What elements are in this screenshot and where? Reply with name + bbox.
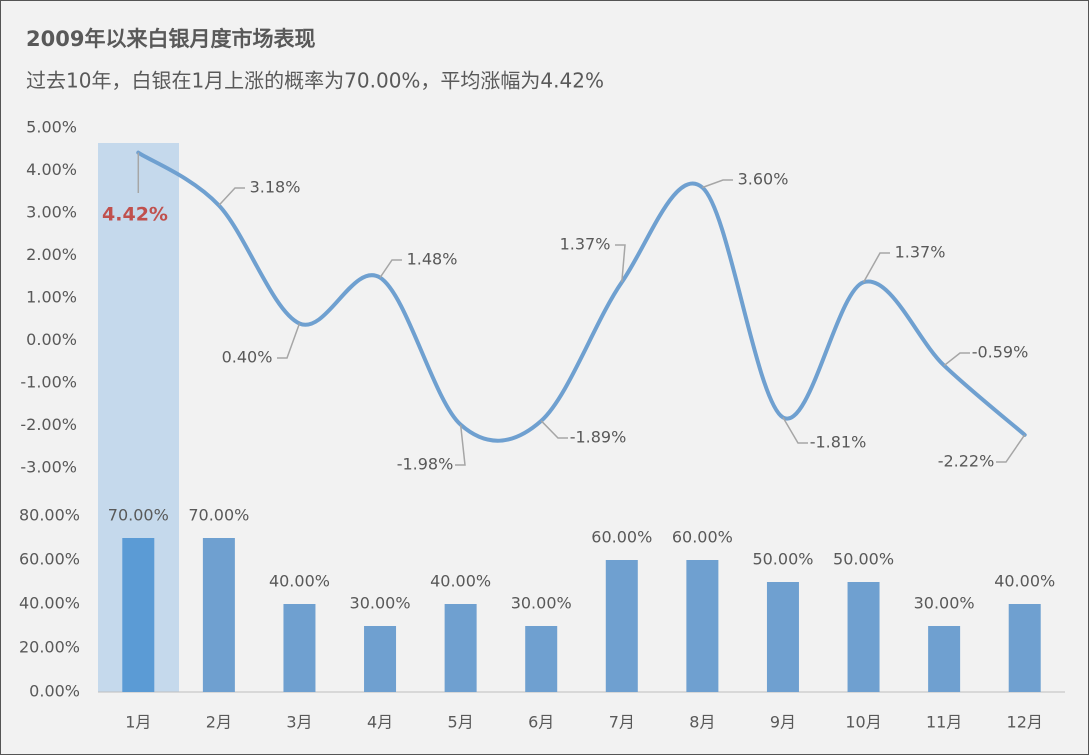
data-label: 3.60% [738, 170, 789, 189]
leader-line [218, 187, 245, 206]
bar [283, 604, 316, 692]
data-label: 3.18% [250, 178, 301, 197]
leader-line [540, 420, 568, 439]
leader-line [379, 259, 402, 279]
leader-line [862, 252, 890, 283]
bar [444, 604, 477, 692]
data-label: -1.81% [810, 433, 867, 452]
y-tick-label: 3.00% [26, 203, 77, 222]
data-label: 30.00% [914, 594, 975, 613]
y-tick-label: -1.00% [20, 373, 77, 392]
y-tick-label: 1.00% [26, 288, 77, 307]
y-tick-label: -3.00% [20, 458, 77, 477]
data-label: 30.00% [350, 594, 411, 613]
x-tick-label: 7月 [609, 713, 635, 732]
data-label: 70.00% [108, 506, 169, 525]
y-tick-label: -2.00% [20, 415, 77, 434]
y-tick-label: 0.00% [29, 682, 80, 701]
data-label: 0.40% [222, 348, 273, 367]
data-label: 50.00% [752, 550, 813, 569]
y-tick-label: 0.00% [26, 330, 77, 349]
leader-line [996, 434, 1026, 463]
data-label: -1.89% [570, 428, 627, 447]
data-label: 4.42% [102, 204, 168, 226]
data-label: 70.00% [188, 506, 249, 525]
bar [122, 538, 155, 692]
x-tick-label: 1月 [125, 713, 151, 732]
leader-line [615, 244, 626, 283]
x-tick-label: 8月 [689, 713, 715, 732]
leader-line [943, 352, 970, 367]
data-label: 30.00% [511, 594, 572, 613]
bar [686, 560, 719, 692]
y-tick-label: 4.00% [26, 160, 77, 179]
leader-line [455, 424, 466, 466]
y-tick-label: 20.00% [19, 638, 80, 657]
bar [766, 582, 799, 692]
data-label: -2.22% [938, 452, 995, 471]
data-label: -0.59% [972, 343, 1029, 362]
y-tick-label: 5.00% [26, 118, 77, 137]
chart-subtitle: 过去10年，白银在1月上涨的概率为70.00%，平均涨幅为4.42% [26, 69, 604, 93]
data-label: -1.98% [397, 455, 454, 474]
data-label: 40.00% [269, 572, 330, 591]
data-label: 1.37% [895, 243, 946, 262]
data-label: 40.00% [430, 572, 491, 591]
data-label: 40.00% [994, 572, 1055, 591]
data-label: 1.48% [407, 250, 458, 269]
bar [525, 626, 558, 692]
leader-line [277, 323, 301, 359]
leader-line [702, 179, 733, 189]
x-tick-label: 4月 [367, 713, 393, 732]
data-label: 60.00% [672, 528, 733, 547]
x-tick-label: 9月 [770, 713, 796, 732]
x-tick-label: 2月 [206, 713, 232, 732]
x-tick-label: 10月 [845, 713, 881, 732]
y-tick-label: 60.00% [19, 550, 80, 569]
bar [928, 626, 961, 692]
bar [202, 538, 235, 692]
leader-line [782, 417, 808, 444]
bar [1008, 604, 1041, 692]
bar [847, 582, 880, 692]
y-tick-label: 2.00% [26, 245, 77, 264]
x-tick-label: 11月 [926, 713, 962, 732]
data-label: 60.00% [591, 528, 652, 547]
data-label: 1.37% [560, 235, 611, 254]
bar [605, 560, 638, 692]
x-tick-label: 3月 [286, 713, 312, 732]
y-tick-label: 80.00% [19, 506, 80, 525]
data-label: 50.00% [833, 550, 894, 569]
bar [364, 626, 397, 692]
x-tick-label: 12月 [1007, 713, 1043, 732]
x-tick-label: 6月 [528, 713, 554, 732]
y-tick-label: 40.00% [19, 594, 80, 613]
x-tick-label: 5月 [448, 713, 474, 732]
chart-title: 2009年以来白银月度市场表现 [26, 27, 315, 51]
